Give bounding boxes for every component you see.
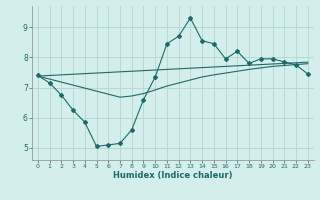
X-axis label: Humidex (Indice chaleur): Humidex (Indice chaleur) xyxy=(113,171,233,180)
